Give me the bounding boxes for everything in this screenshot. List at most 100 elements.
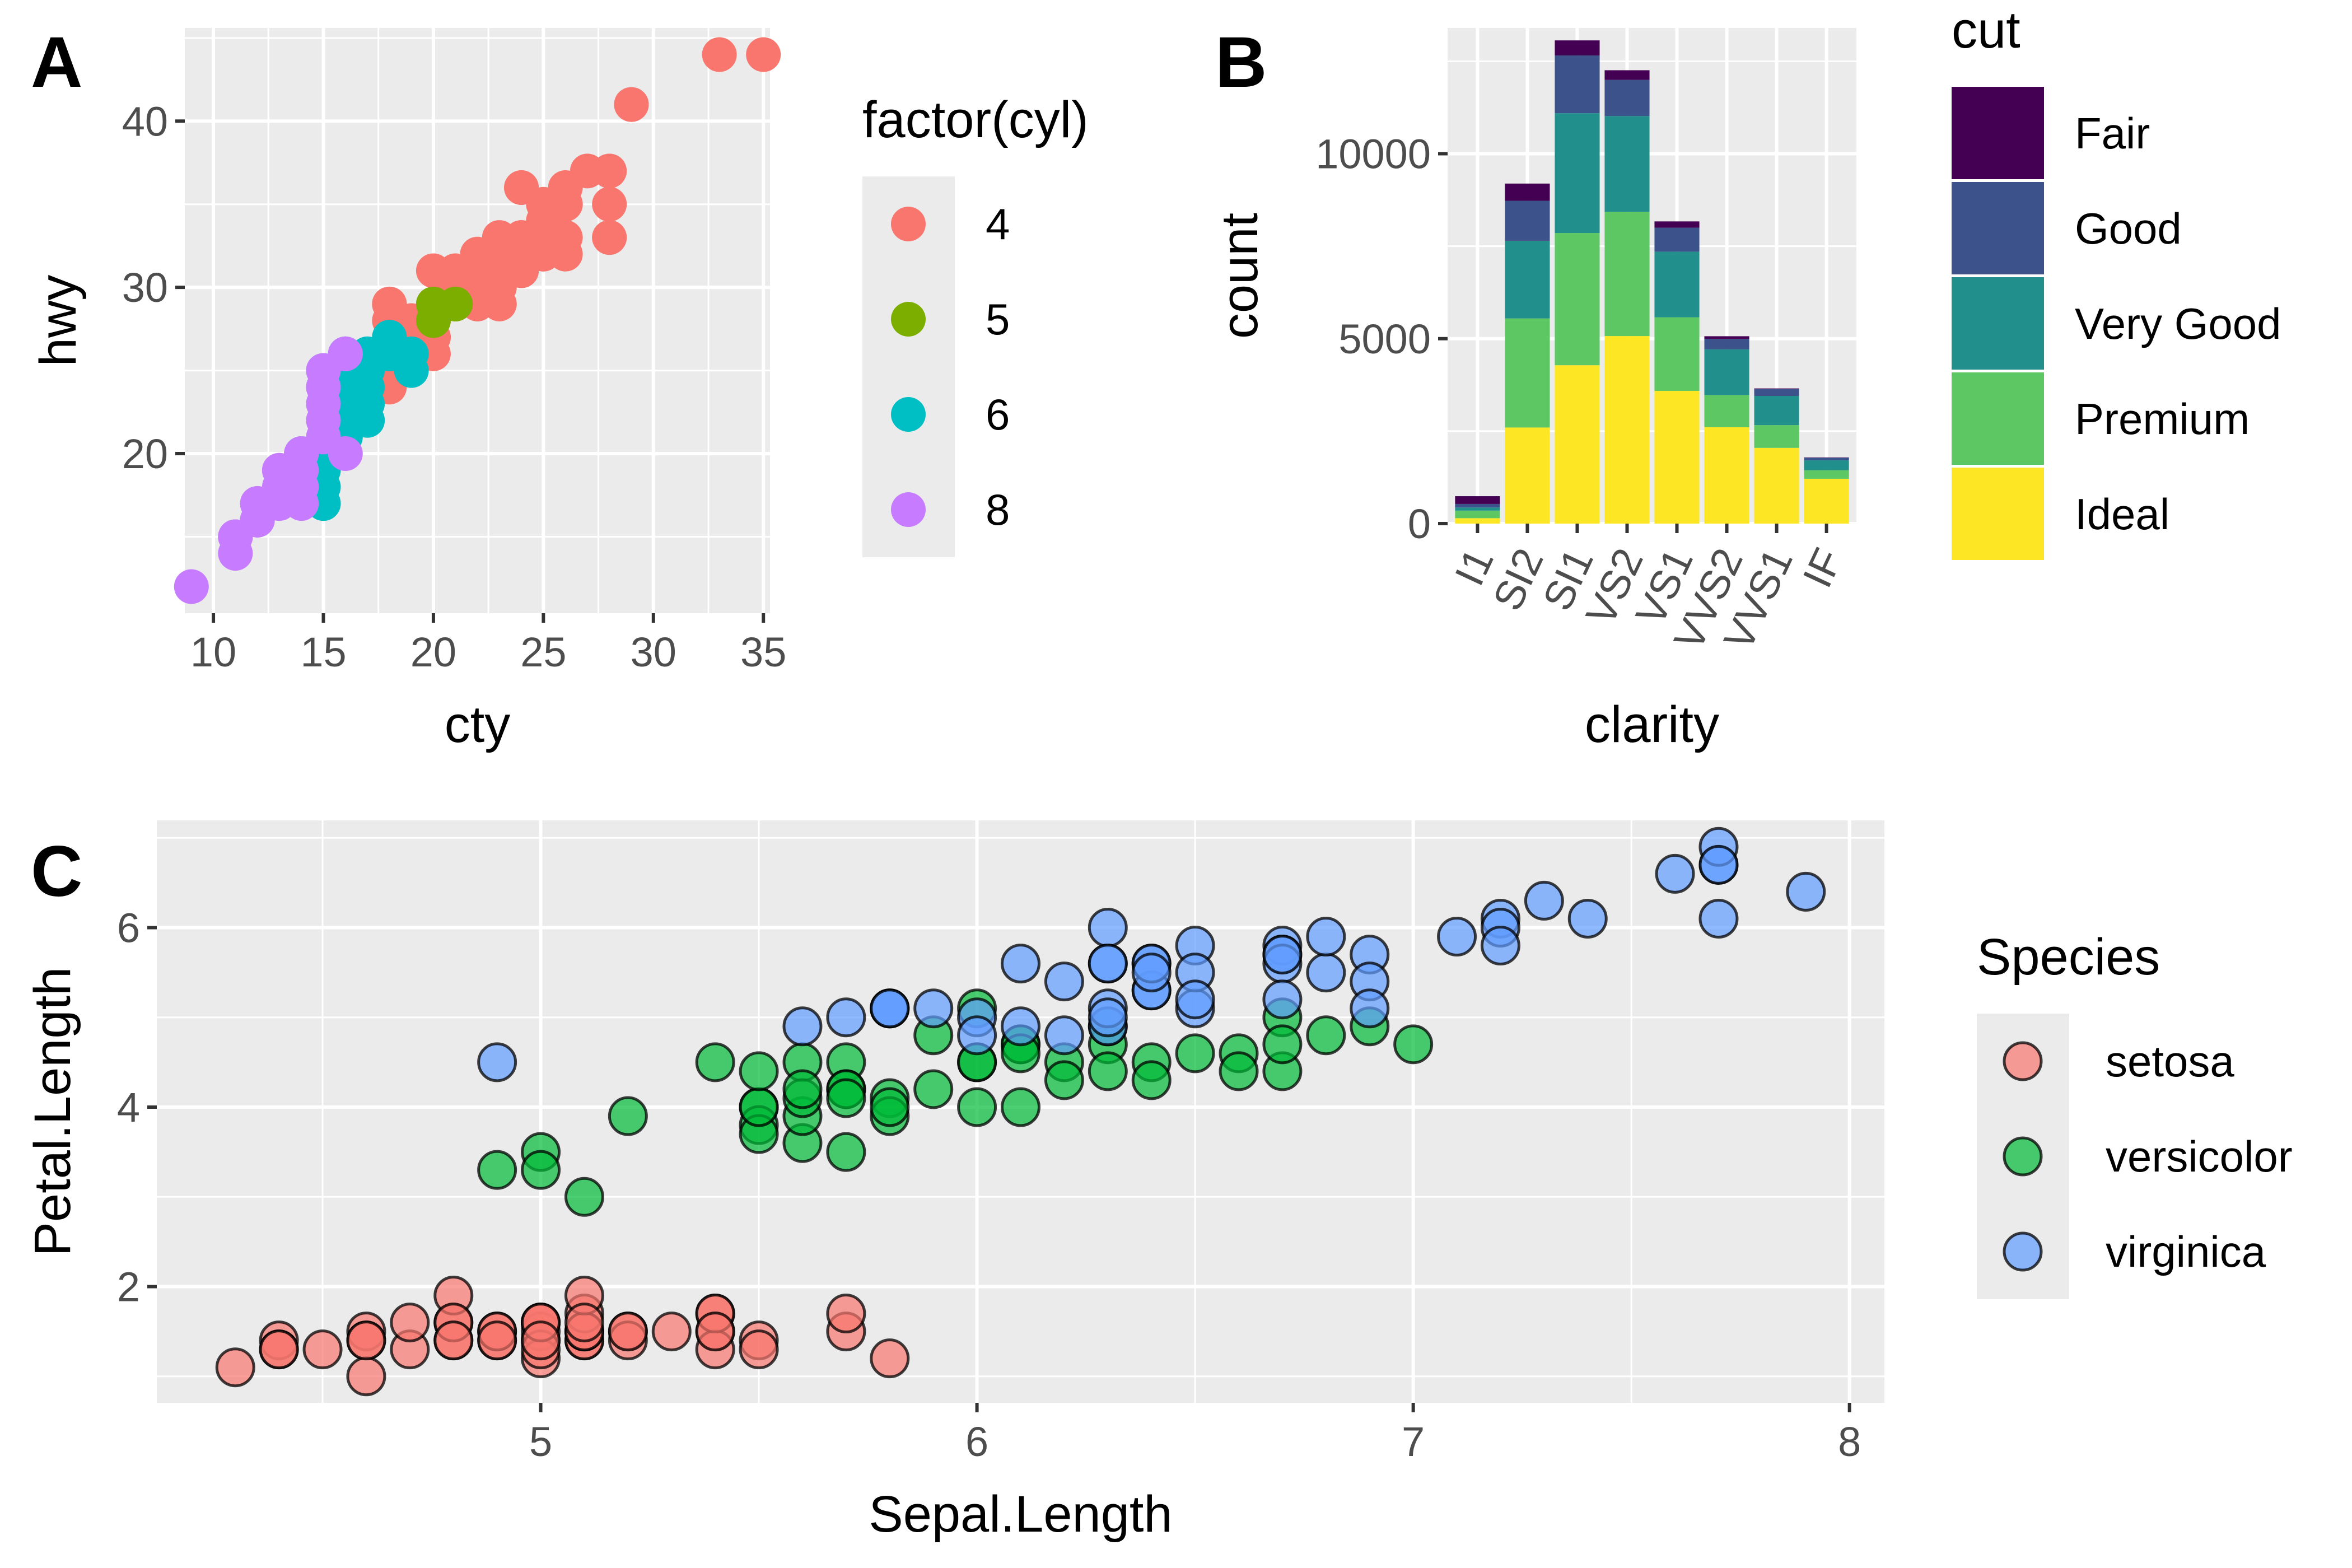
data-point-virginica	[1524, 880, 1564, 921]
data-point-versicolor	[477, 1150, 517, 1190]
legend-label: Very Good	[2075, 299, 2281, 348]
data-point-cyl-8	[306, 419, 341, 455]
bar-segment-premium	[1555, 233, 1600, 366]
bar-segment-good	[1604, 80, 1650, 116]
legend-label: Premium	[2075, 394, 2250, 444]
x-tick-label: IF	[1794, 542, 1851, 595]
x-tick-label: 10	[190, 629, 236, 675]
data-point-cyl-5	[416, 286, 451, 321]
data-point-versicolor	[1175, 1033, 1215, 1074]
data-point-virginica	[1350, 988, 1390, 1029]
data-point-virginica	[957, 1015, 997, 1056]
legend-key-premium	[1952, 372, 2044, 465]
data-point-setosa	[302, 1329, 343, 1370]
data-point-virginica	[1698, 898, 1739, 939]
data-point-virginica	[1480, 926, 1520, 966]
data-point-versicolor	[957, 1087, 997, 1127]
data-point-virginica	[1567, 898, 1608, 939]
data-point-versicolor	[1393, 1024, 1434, 1065]
data-point-virginica	[477, 1042, 517, 1082]
data-point-versicolor	[695, 1042, 735, 1082]
data-point-virginica	[1262, 979, 1303, 1020]
data-point-setosa	[215, 1347, 255, 1388]
y-axis-title: count	[1211, 213, 1268, 339]
data-point-virginica	[1437, 917, 1477, 957]
data-point-setosa	[564, 1303, 604, 1343]
x-tick-label: 7	[1402, 1418, 1425, 1465]
bar-segment-very-good	[1704, 349, 1749, 395]
data-point-versicolor	[782, 1069, 823, 1109]
data-point-cyl-4	[592, 186, 627, 222]
data-point-versicolor	[1044, 1060, 1084, 1100]
bar-segment-premium	[1505, 318, 1550, 428]
data-point-virginica	[1131, 953, 1172, 993]
data-point-cyl-4	[526, 236, 561, 272]
y-tick-label: 5000	[1338, 316, 1431, 362]
data-point-cyl-4	[460, 236, 495, 272]
data-point-setosa	[521, 1320, 561, 1361]
data-point-virginica	[1088, 944, 1128, 984]
legend-label: Good	[2075, 204, 2182, 253]
legend-key-versicolor	[2003, 1136, 2043, 1177]
data-point-versicolor	[739, 1051, 779, 1091]
x-tick-label: 8	[1838, 1418, 1861, 1465]
x-tick-label: 6	[965, 1418, 988, 1465]
data-point-versicolor	[1088, 1051, 1128, 1091]
data-point-cyl-6	[350, 403, 385, 438]
bar-segment-fair	[1654, 221, 1700, 228]
data-point-setosa	[390, 1303, 430, 1343]
data-point-setosa	[608, 1312, 648, 1352]
data-point-cyl-4	[548, 170, 583, 205]
data-point-versicolor	[564, 1177, 604, 1217]
y-tick-label: 6	[117, 904, 140, 951]
x-tick-label: 15	[300, 629, 346, 675]
y-tick-label: 0	[1408, 501, 1431, 547]
data-point-setosa	[477, 1320, 517, 1361]
y-tick-label: 30	[122, 264, 168, 311]
bar-segment-good	[1505, 200, 1550, 241]
bar-segment-premium	[1704, 395, 1749, 427]
data-point-versicolor	[826, 1078, 866, 1118]
legend-label: 6	[986, 390, 1010, 439]
data-point-virginica	[1306, 917, 1346, 957]
legend-label: 8	[986, 485, 1010, 534]
legend-label: 4	[986, 199, 1010, 249]
data-point-cyl-8	[328, 336, 363, 371]
bar-segment-very-good	[1754, 396, 1799, 426]
x-axis-title: clarity	[1585, 696, 1719, 753]
data-point-virginica	[870, 988, 910, 1029]
data-point-virginica	[1175, 979, 1215, 1020]
bar-segment-premium	[1604, 212, 1650, 337]
data-point-setosa	[433, 1320, 474, 1361]
data-point-virginica	[1001, 944, 1040, 984]
panel-tag-b: B	[1215, 22, 1267, 102]
data-point-versicolor	[521, 1150, 561, 1190]
bar-segment-very-good	[1555, 113, 1600, 234]
data-point-cyl-4	[702, 37, 737, 72]
legend-label: Ideal	[2075, 489, 2169, 539]
legend-label: 5	[986, 295, 1010, 344]
bar-segment-premium	[1654, 317, 1700, 391]
bar-segment-ideal	[1455, 518, 1500, 524]
data-point-setosa	[346, 1356, 386, 1397]
panel-a: 10 15 20 25 30 35 20 30 40 cty hwy factor(cyl) 4 5 6 8	[30, 28, 1089, 753]
panel-tag-a: A	[31, 22, 82, 102]
bar-segment-good	[1704, 338, 1749, 349]
legend-key-cyl-8	[891, 492, 926, 527]
bar-segment-ideal	[1505, 427, 1550, 524]
data-point-setosa	[739, 1329, 779, 1370]
data-point-virginica	[1088, 907, 1128, 948]
x-tick-label: 20	[410, 629, 456, 675]
legend-title: factor(cyl)	[862, 91, 1089, 148]
data-point-virginica	[1262, 935, 1303, 975]
data-point-versicolor	[870, 1087, 910, 1127]
x-tick-label: 25	[520, 629, 566, 675]
y-tick-label: 40	[122, 98, 168, 144]
legend-key-good	[1952, 182, 2044, 274]
y-axis-title: hwy	[30, 275, 87, 367]
x-axis-title: Sepal.Length	[869, 1486, 1172, 1543]
x-tick-label: 30	[631, 629, 676, 675]
bar-segment-premium	[1754, 425, 1799, 448]
data-point-cyl-8	[306, 370, 341, 405]
